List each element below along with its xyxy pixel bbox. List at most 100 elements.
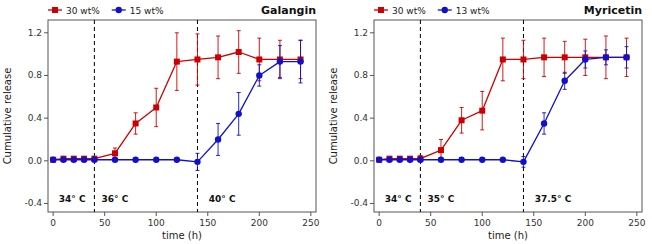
annotation: 34° C [59,194,86,204]
x-tick-label: 50 [99,218,111,228]
y-tick [44,160,48,161]
legend-marker [378,7,384,13]
data-point [500,157,506,163]
data-point [297,58,303,64]
data-point [376,157,382,163]
error-bar [521,40,525,78]
y-tick-label: 0.4 [28,113,43,123]
error-bar [216,36,220,79]
data-point [194,56,200,62]
plot-frame [374,20,642,212]
x-tick [104,212,105,216]
annotation: 37.5° C [535,194,572,204]
legend-label: 30 wt% [66,6,100,16]
data-point [479,157,485,163]
series-line [379,57,626,162]
data-point [500,56,506,62]
legend-item: 13 wt% [438,6,490,16]
data-point [376,157,382,163]
data-point [174,59,180,65]
annotation: 35° C [428,194,455,204]
x-tick-label: 250 [302,218,319,228]
y-tick [44,118,48,119]
data-point [215,54,221,60]
background [0,0,652,244]
error-bar [195,34,199,85]
data-point [81,157,87,163]
data-point [153,157,159,163]
x-tick-label: 200 [251,218,268,228]
y-tick [370,160,374,161]
series-line [53,62,300,162]
data-point [194,159,200,165]
x-tick [636,212,637,216]
legend-marker [442,7,448,13]
legend-marker [52,7,58,13]
data-point [112,150,118,156]
data-point [133,120,139,126]
y-tick-label: 0.0 [354,156,369,166]
data-point [623,54,629,60]
reference-line [420,20,421,212]
series [376,36,629,163]
error-bar [542,38,546,76]
x-tick [310,212,311,216]
error-bar [134,113,138,134]
x-tick-label: 50 [425,218,437,228]
chart-title: Myricetin [584,4,642,17]
data-point [386,157,392,163]
data-point [71,157,77,163]
data-point [50,157,56,163]
data-point [112,157,118,163]
y-tick [370,203,374,204]
series [50,31,303,163]
data-point [438,147,444,153]
legend-label: 15 wt% [130,6,164,16]
annotation: 34° C [385,194,412,204]
data-point [541,54,547,60]
x-tick [379,212,380,216]
y-tick-label: 0.8 [28,70,43,80]
data-point [256,72,262,78]
y-tick [370,32,374,33]
plot-area [50,20,304,212]
x-tick-label: 100 [148,218,165,228]
data-point [603,54,609,60]
x-tick-label: 0 [376,218,382,228]
error-bar [460,107,464,133]
series [376,47,630,168]
x-axis-label: time (h) [162,230,202,241]
y-tick-label: 0.0 [28,156,43,166]
data-point [132,157,138,163]
y-tick-label: 1.2 [354,28,368,38]
plot-frame [48,20,316,212]
panel: 050100150200250-0.40.00.40.81.2time (h)C… [328,4,646,241]
figure: 0 50 100 150 200 250 -0.4 0.0 0.4 0.8 1.2 time (h) C… [0,0,652,244]
x-tick [430,212,431,216]
y-axis-label: Cumulative release [2,68,13,165]
data-point [459,117,465,123]
legend-label: 13 wt% [456,6,490,16]
x-tick [156,212,157,216]
data-point [174,157,180,163]
error-bar [237,31,241,74]
data-point [417,157,423,163]
data-point [562,54,568,60]
x-axis-label: time (h) [488,230,528,241]
x-tick-label: 150 [525,218,542,228]
error-bar [480,91,484,129]
y-tick-label: 0.8 [354,70,369,80]
y-tick [370,75,374,76]
legend: 30 wt% 15 wt% [48,6,164,16]
x-tick [259,212,260,216]
data-point [397,157,403,163]
x-tick-label: 200 [577,218,594,228]
data-point [479,108,485,114]
reference-line [94,20,95,212]
y-tick [44,75,48,76]
y-tick-label: -0.4 [350,198,368,208]
data-point [50,157,56,163]
data-point [277,58,283,64]
y-tick [44,203,48,204]
data-point [624,54,630,60]
